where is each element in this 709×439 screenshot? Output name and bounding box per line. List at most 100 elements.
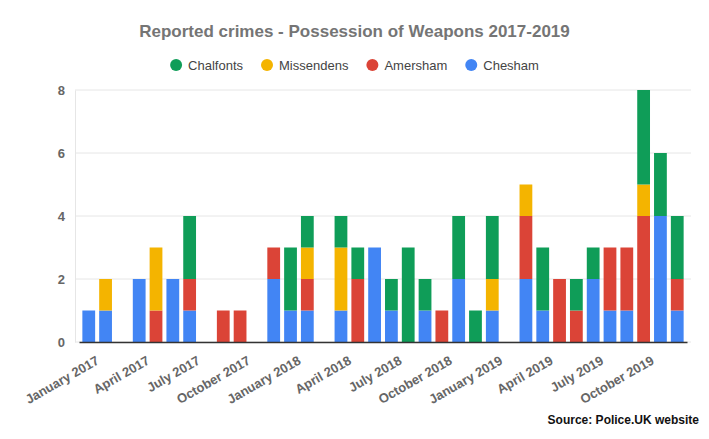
bar (183, 311, 196, 343)
bar (217, 311, 230, 343)
bar (553, 279, 566, 342)
bar (604, 311, 617, 343)
bar (99, 279, 112, 280)
y-tick-label: 4 (58, 209, 66, 224)
x-tick-label: January 2018 (224, 353, 303, 407)
bar (604, 248, 617, 311)
x-tick-label: April 2019 (494, 353, 555, 397)
y-tick: 2 (58, 272, 75, 287)
bar (520, 279, 533, 342)
x-tick-label: January 2019 (426, 353, 505, 407)
bar (301, 311, 314, 343)
grid-line (75, 153, 691, 154)
legend-swatch (366, 59, 378, 71)
bar (620, 247, 633, 248)
bar (419, 279, 432, 311)
y-tick: 4 (58, 209, 75, 224)
x-tick-label: April 2018 (292, 353, 353, 397)
bar (620, 247, 633, 248)
bar (654, 153, 667, 216)
bar (570, 311, 583, 343)
bar (587, 248, 600, 280)
x-tick-label: April 2017 (91, 353, 152, 397)
legend-label: Amersham (384, 58, 447, 73)
y-tick-label: 6 (58, 146, 65, 161)
chart: Reported crimes - Possession of Weapons … (0, 0, 709, 439)
bar (301, 248, 314, 280)
y-tick: 0 (58, 335, 75, 350)
bar (435, 310, 448, 311)
y-tick: 8 (58, 83, 75, 98)
legend-swatch (170, 59, 182, 71)
series-2 (150, 216, 684, 342)
bar (435, 311, 448, 343)
legend-swatch (261, 59, 273, 71)
bar (469, 311, 482, 343)
bar (133, 279, 146, 342)
bar (368, 247, 381, 248)
bar (671, 311, 684, 343)
legend-swatch (465, 59, 477, 71)
bar (486, 216, 499, 279)
legend-item: Amersham (366, 58, 447, 73)
bar (368, 247, 381, 248)
series-3 (82, 216, 683, 342)
bar (301, 279, 314, 311)
bar (82, 310, 95, 311)
bar (385, 311, 398, 343)
x-axis: January 2017April 2017July 2017October 2… (23, 342, 688, 407)
x-tick: April 2019 (494, 342, 555, 397)
y-tick-label: 8 (58, 83, 65, 98)
bar (637, 185, 650, 217)
bar (301, 216, 314, 248)
bar (234, 310, 247, 311)
bar (150, 247, 163, 248)
bar (351, 248, 364, 280)
bar (133, 279, 146, 280)
x-tick: April 2018 (292, 342, 353, 397)
bar (620, 248, 633, 311)
bar (217, 310, 230, 311)
bar (435, 310, 448, 311)
bar (166, 279, 179, 280)
bar (637, 90, 650, 185)
bar (486, 311, 499, 343)
x-tick: January 2018 (224, 342, 303, 407)
x-tick-label: October 2019 (578, 353, 657, 407)
bar (82, 310, 95, 311)
bar (284, 311, 297, 343)
bar (604, 247, 617, 248)
x-tick-label: January 2017 (23, 353, 102, 407)
bar (402, 248, 415, 343)
legend-label: Chalfonts (188, 58, 243, 73)
series-1 (99, 185, 650, 311)
legend-item: Missendens (261, 58, 349, 73)
bar (368, 247, 381, 248)
bar (183, 279, 196, 311)
bar (234, 311, 247, 343)
bar (335, 248, 348, 311)
bar (452, 279, 465, 342)
bar (150, 311, 163, 343)
bar (234, 310, 247, 311)
bar (654, 216, 667, 342)
bar (637, 216, 650, 342)
bar (452, 216, 465, 279)
x-tick: January 2017 (23, 342, 102, 407)
bar (267, 247, 280, 248)
bar (520, 216, 533, 279)
bar (284, 248, 297, 311)
bar (536, 248, 549, 311)
bars (82, 90, 683, 342)
series-0 (183, 90, 683, 342)
bar (553, 279, 566, 280)
bar (335, 216, 348, 248)
bar (486, 279, 499, 311)
y-axis: 0 2 4 6 8 (58, 83, 76, 350)
legend-label: Chesham (483, 58, 539, 73)
bar (133, 279, 146, 280)
title: Reported crimes - Possession of Weapons … (139, 22, 570, 41)
y-tick: 6 (58, 146, 75, 161)
bar (166, 279, 179, 280)
bar (570, 279, 583, 311)
